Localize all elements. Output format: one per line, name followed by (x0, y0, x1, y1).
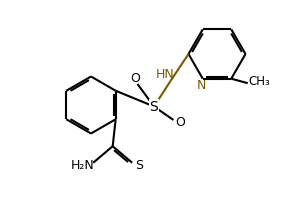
Text: H₂N: H₂N (71, 159, 94, 172)
Text: S: S (135, 159, 143, 172)
Text: CH₃: CH₃ (248, 75, 270, 88)
Text: O: O (175, 116, 185, 129)
Text: O: O (130, 72, 140, 85)
Text: N: N (197, 79, 206, 92)
Text: HN: HN (156, 68, 174, 81)
Text: S: S (150, 99, 158, 113)
